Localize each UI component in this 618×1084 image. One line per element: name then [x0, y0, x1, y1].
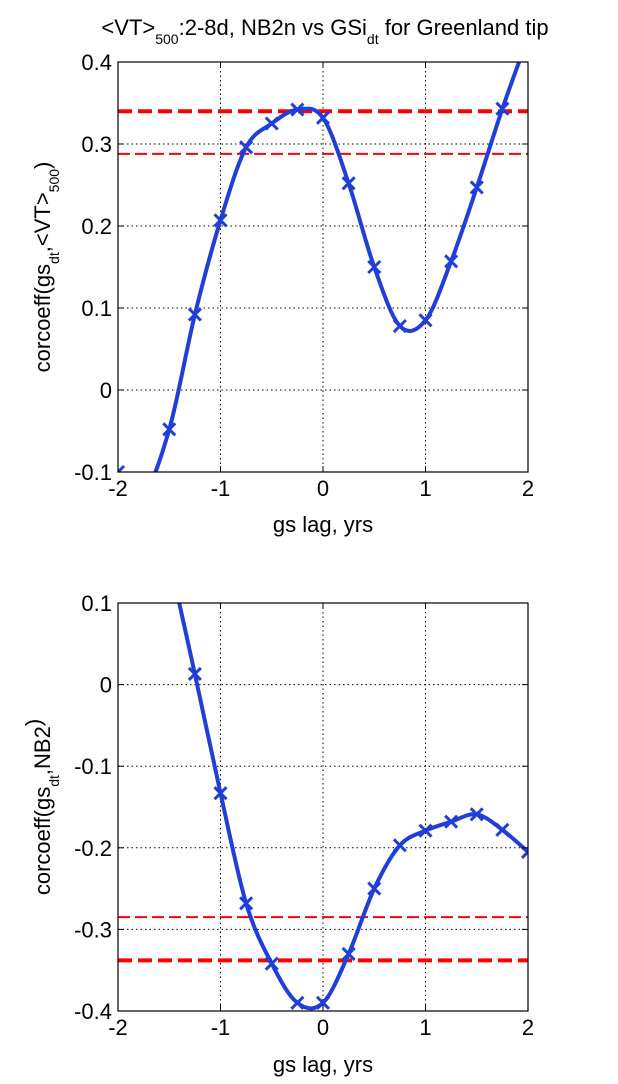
- y-tick-label: 0.3: [81, 132, 112, 157]
- data-point-marker: [341, 946, 356, 961]
- data-point-marker: [118, 464, 126, 472]
- y-tick-label: 0.1: [81, 296, 112, 321]
- data-point-marker: [392, 838, 407, 853]
- y-tick-label: 0.1: [81, 591, 112, 616]
- y-tick-label: -0.1: [74, 754, 112, 779]
- data-point-marker: [444, 254, 459, 269]
- data-point-marker: [290, 102, 305, 117]
- data-point-marker: [213, 786, 228, 801]
- data-point-marker: [264, 956, 279, 971]
- x-axis-label: gs lag, yrs: [273, 1052, 373, 1077]
- data-point-marker: [469, 180, 484, 195]
- y-tick-label: -0.1: [74, 460, 112, 485]
- data-series: [118, 62, 522, 499]
- x-tick-label: -2: [108, 476, 128, 501]
- data-point-marker: [162, 422, 177, 437]
- data-point-marker: [418, 823, 433, 838]
- x-tick-label: -2: [108, 1015, 128, 1040]
- y-tick-label: -0.2: [74, 836, 112, 861]
- top-panel: -2 -1 0 1 2 -0.1 0 0.1 0.2 0.3 0.4 gs lag, yrs cor…: [30, 50, 534, 537]
- x-tick-label: -1: [211, 1015, 231, 1040]
- data-point-marker: [469, 807, 484, 822]
- significance-lines: [118, 916, 528, 963]
- x-tick-label: 1: [419, 476, 431, 501]
- data-point-marker: [367, 259, 382, 275]
- y-tick-label: -0.4: [74, 999, 112, 1024]
- data-point-marker: [187, 307, 202, 322]
- data-series: [163, 552, 528, 1011]
- data-point-marker: [290, 995, 305, 1010]
- y-tick-label: 0: [100, 673, 112, 698]
- data-point-marker: [495, 822, 510, 837]
- data-point-marker: [367, 881, 382, 896]
- ticks: -2 -1 0 1 2 -0.1 0 0.1 0.2 0.3 0.4: [74, 50, 534, 501]
- chart-title: <VT>500:2-8d, NB2n vs GSidt for Greenlan…: [101, 15, 548, 47]
- x-tick-label: 2: [522, 1015, 534, 1040]
- data-point-marker: [392, 318, 407, 334]
- y-tick-label: 0.2: [81, 214, 112, 239]
- x-tick-label: -1: [211, 476, 231, 501]
- y-tick-label: -0.3: [74, 917, 112, 942]
- y-axis-label: corcoeff(gsdt,<VT>500): [30, 162, 62, 373]
- data-point-marker: [239, 896, 254, 911]
- x-tick-label: 0: [317, 476, 329, 501]
- y-tick-label: 0.4: [81, 50, 112, 75]
- data-point-marker: [187, 666, 202, 682]
- data-point-marker: [495, 101, 510, 116]
- gridlines: [118, 62, 528, 472]
- bottom-panel: -2 -1 0 1 2-0.4-0.3-0.2-0.100.1 gs lag, yrs …: [21, 552, 534, 1077]
- y-axis-label: corcoeff(gsdt,NB2): [21, 719, 62, 895]
- data-point-marker: [315, 995, 331, 1010]
- plot-area: [118, 62, 528, 472]
- data-point-marker: [444, 814, 459, 829]
- ticks: -2 -1 0 1 2 -0.4 -0.3 -0.2 -0.1 0 0.1: [74, 591, 534, 1040]
- data-point-marker: [213, 213, 228, 228]
- data-point-marker: [341, 176, 356, 191]
- y-tick-label: 0: [100, 378, 112, 403]
- data-point-marker: [264, 116, 279, 131]
- x-tick-label: 0: [317, 1015, 329, 1040]
- data-point-marker: [315, 110, 331, 125]
- x-tick-label: 1: [419, 1015, 431, 1040]
- x-axis-label: gs lag, yrs: [273, 512, 373, 537]
- data-point-marker: [239, 140, 254, 155]
- gridlines: [118, 603, 528, 1011]
- data-point-marker: [418, 313, 433, 328]
- significance-lines: [118, 109, 528, 155]
- x-tick-label: 2: [522, 476, 534, 501]
- data-point-marker: [163, 552, 175, 564]
- data-point-marker: [138, 487, 150, 499]
- series-line: [177, 603, 528, 1011]
